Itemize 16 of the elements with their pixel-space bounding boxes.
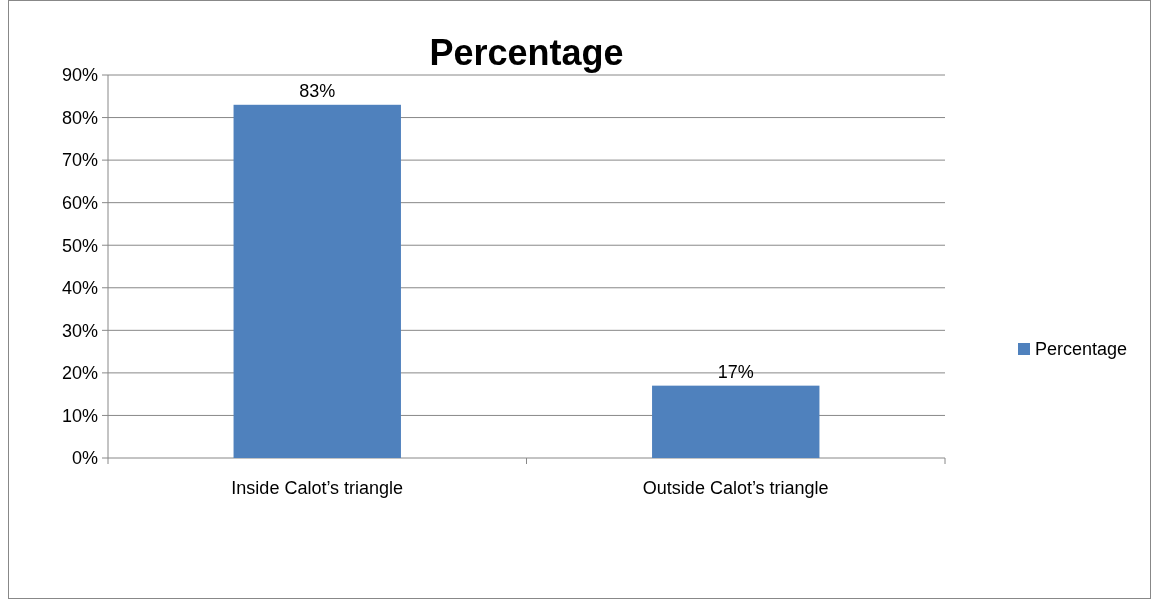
y-tick-label: 30% [61, 320, 98, 341]
x-tick-label: Outside Calot’s triangle [642, 478, 829, 498]
y-tick-label: 80% [61, 107, 98, 128]
y-tick-label: 50% [61, 235, 98, 256]
y-tick-label: 20% [61, 363, 98, 384]
y-tick-label: 10% [61, 405, 98, 426]
chart-title: Percentage [429, 32, 624, 73]
legend-label: Percentage [1035, 339, 1128, 360]
x-tick-label: Inside Calot’s triangle [231, 478, 404, 498]
y-tick-label: 60% [61, 192, 98, 213]
y-tick-label: 90% [61, 65, 98, 86]
y-tick-label: 70% [61, 150, 98, 171]
data-label: 83% [299, 80, 336, 101]
y-tick-label: 0% [71, 448, 98, 469]
data-label: 17% [717, 361, 754, 382]
y-tick-label: 40% [61, 278, 98, 299]
